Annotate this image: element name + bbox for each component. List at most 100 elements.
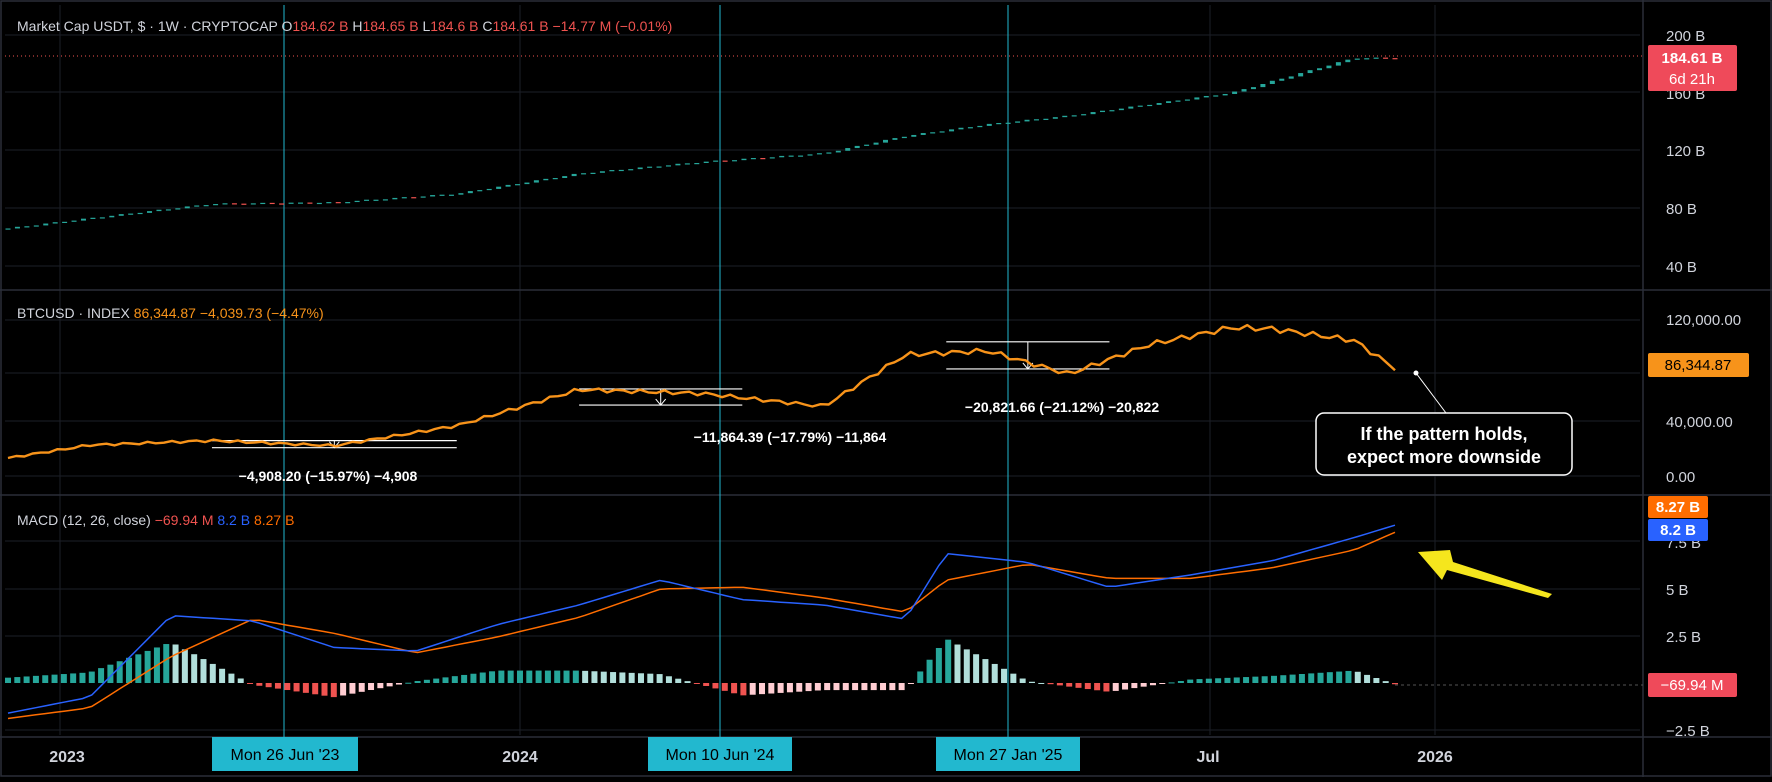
usdt-candle [949, 129, 955, 132]
histogram-bar [768, 683, 775, 694]
histogram-bar [1196, 679, 1203, 683]
usdt-candle [684, 163, 690, 165]
histogram-bar [1010, 673, 1017, 683]
histogram-bar [461, 674, 468, 683]
usdt-candle [788, 155, 794, 157]
usdt-candle [882, 139, 888, 143]
usdt-candle [241, 203, 247, 205]
histogram-bar [265, 683, 272, 688]
histogram-bar [1382, 681, 1389, 683]
histogram-bar [926, 659, 933, 683]
histogram-bar [814, 683, 821, 691]
p2-tick-120000: 120,000.00 [1666, 312, 1741, 329]
usdt-candle [496, 186, 502, 189]
svg-text:Mon 27 Jan '25: Mon 27 Jan '25 [954, 747, 1063, 764]
range-label-3: −20,821.66 (−21.12%) −20,822 [965, 399, 1159, 415]
histogram-bar [1289, 674, 1296, 683]
usdt-candle [467, 191, 473, 194]
usdt-candle [1260, 83, 1266, 88]
usdt-candle [1298, 73, 1304, 77]
usdt-candle [628, 169, 634, 171]
usdt-candle [826, 152, 832, 154]
usdt-candle [147, 211, 153, 213]
usdt-candle [184, 206, 190, 209]
macd-title: MACD (12, 26, close) [17, 512, 151, 528]
usdt-open: 184.62 B [292, 18, 348, 34]
time-label-2026: 2026 [1417, 749, 1453, 766]
svg-text:Mon 10 Jun '24: Mon 10 Jun '24 [666, 747, 775, 764]
date-marker-tags[interactable]: Mon 26 Jun '23 Mon 10 Jun '24 Mon 27 Jan… [212, 737, 1080, 771]
usdt-candle [581, 173, 587, 175]
usdt-candle [1373, 57, 1379, 59]
callout-anchor-dot [1413, 370, 1419, 376]
histogram-bar [1243, 677, 1250, 683]
histogram-bar [191, 654, 198, 683]
usdt-candle [43, 223, 49, 226]
usdt-low: 184.6 B [430, 18, 478, 34]
callout[interactable]: If the pattern holds, expect more downsi… [1315, 370, 1573, 476]
usdt-candle [354, 200, 360, 203]
histogram-bar [1028, 681, 1035, 683]
usdt-candle [297, 202, 303, 204]
svg-text:184.61 B: 184.61 B [1662, 50, 1723, 67]
p1-tick-40: 40 B [1666, 259, 1697, 276]
histogram-bar [247, 683, 254, 684]
histogram-bar [526, 670, 533, 683]
usdt-candle [750, 158, 756, 160]
histogram-bar [386, 683, 393, 687]
histogram-bar [1094, 683, 1101, 691]
usdt-candle [515, 184, 521, 186]
histogram-bar [349, 683, 356, 694]
histogram-bar [433, 678, 440, 683]
usdt-candle [1269, 80, 1275, 84]
usdt-candle [967, 127, 973, 129]
histogram-bar [1149, 683, 1156, 686]
usdt-candle [90, 217, 96, 219]
usdt-candle [665, 165, 671, 167]
histogram-bar [1233, 677, 1240, 683]
signal-line-value: 8.27 B [254, 512, 294, 528]
usdt-candle [571, 173, 577, 177]
histogram-bar [665, 676, 672, 683]
histogram-bar [1326, 672, 1333, 683]
usdt-candle [1203, 95, 1209, 98]
histogram-bar [544, 670, 551, 683]
usdt-candle [864, 144, 870, 146]
histogram-bar [1336, 671, 1343, 683]
histogram-bar [98, 668, 105, 683]
usdt-candle [5, 228, 11, 230]
histogram-bar [489, 671, 496, 683]
date-marker-tag-2 [648, 737, 792, 771]
histogram-bar [1084, 683, 1091, 690]
p3-tick-5: 5 B [1666, 582, 1689, 599]
histogram-bar [126, 657, 133, 683]
histogram-bar [1140, 683, 1147, 687]
histogram-bar [79, 672, 86, 683]
usdt-candle [14, 226, 20, 229]
time-label-2023: 2023 [49, 749, 85, 766]
usdt-candle [1024, 119, 1030, 122]
histogram-bar [1019, 678, 1026, 683]
histogram-bar [377, 683, 384, 689]
histogram-bar [340, 683, 347, 696]
svg-text:8.2 B: 8.2 B [1660, 522, 1696, 539]
histogram-bar [712, 683, 719, 689]
histogram-bar [1075, 683, 1082, 688]
histogram-bar [70, 673, 77, 683]
time-axis[interactable]: 2023 2024 Jul 2026 [49, 749, 1453, 766]
histogram-bar [1252, 676, 1259, 683]
histogram-bar [1298, 673, 1305, 683]
histogram-bar [973, 654, 980, 683]
range-box-arrowhead [655, 398, 667, 406]
histogram-bar [1122, 683, 1129, 690]
usdt-candle [779, 155, 785, 158]
histogram-bar [219, 668, 226, 683]
p1-tick-80: 80 B [1666, 201, 1697, 218]
usdt-candle [599, 171, 605, 173]
usdt-candle [411, 197, 417, 199]
histogram-bar [368, 683, 375, 691]
signal-price-tag: 8.27 B [1648, 496, 1708, 518]
usdt-candle [118, 214, 124, 216]
